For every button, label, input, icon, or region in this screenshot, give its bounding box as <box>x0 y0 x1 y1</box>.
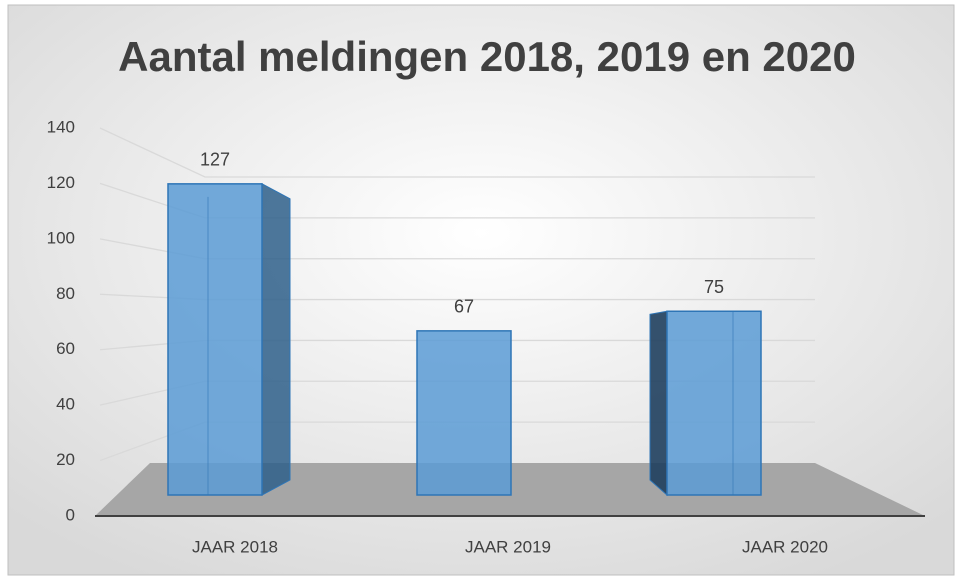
x-tick-label: JAAR 2018 <box>192 537 278 556</box>
y-tick-label: 100 <box>47 228 75 247</box>
bar <box>666 310 762 496</box>
bar <box>416 330 512 496</box>
y-tick-label: 20 <box>56 450 75 469</box>
y-tick-label: 80 <box>56 284 75 303</box>
data-label: 67 <box>454 297 474 317</box>
y-tick-label: 60 <box>56 339 75 358</box>
bar-side <box>261 183 291 496</box>
y-tick-label: 0 <box>66 505 75 524</box>
x-tick-label: JAAR 2019 <box>465 537 551 556</box>
y-tick-label: 40 <box>56 395 75 414</box>
bar-side <box>649 310 668 497</box>
y-tick-label: 120 <box>47 173 75 192</box>
x-tick-label: JAAR 2020 <box>742 537 828 556</box>
grid-line <box>99 127 815 178</box>
chart-title: Aantal meldingen 2018, 2019 en 2020 <box>118 33 856 80</box>
bar <box>167 183 263 496</box>
y-tick-label: 140 <box>47 117 75 136</box>
data-label: 127 <box>200 150 230 170</box>
data-label: 75 <box>704 277 724 297</box>
